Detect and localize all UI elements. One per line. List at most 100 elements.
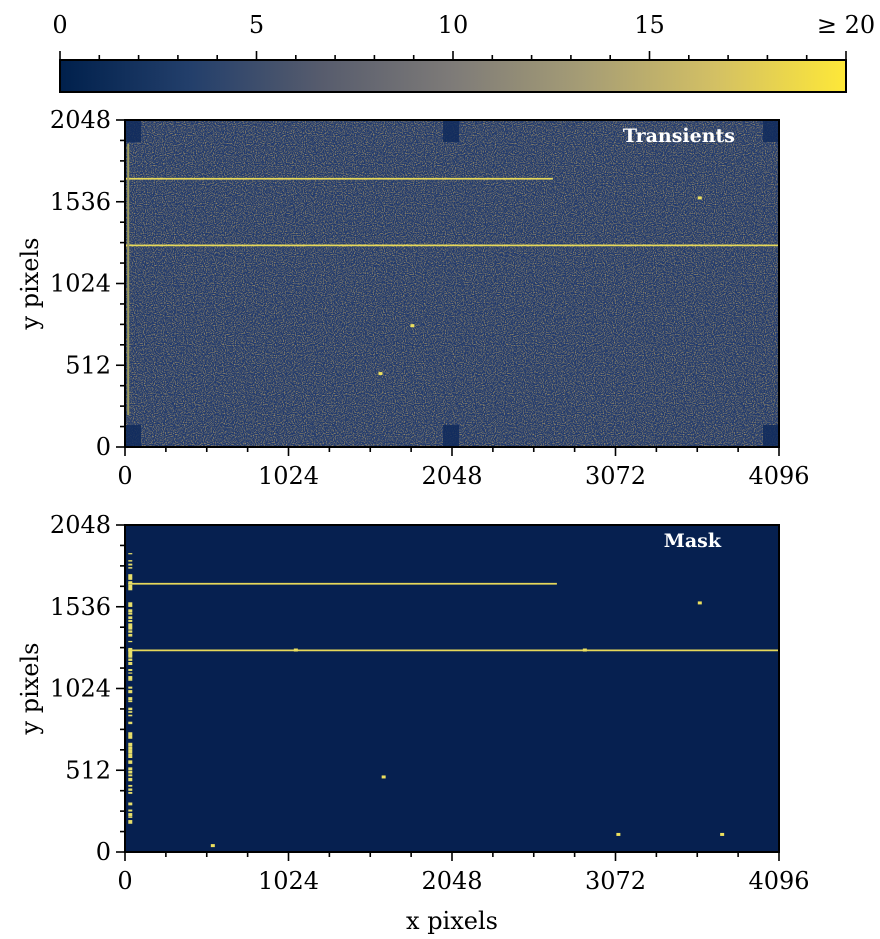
- x-tick-label: 3072: [585, 867, 646, 895]
- column-point: [128, 788, 133, 791]
- axis-ticks: 0 1024 2048 3072 4096 0 512 1024 1536 2048: [50, 511, 810, 895]
- column-point: [128, 802, 133, 806]
- column-point: [128, 746, 133, 750]
- column-point: [128, 690, 133, 694]
- transients-panel: Transients y pixels 0 1024 2048 3072 4096 0 51…: [16, 106, 810, 490]
- column-point: [128, 777, 133, 782]
- column-point: [128, 753, 133, 757]
- column-point: [128, 630, 133, 633]
- x-tick-label: 4096: [748, 867, 809, 895]
- column-point: [128, 686, 133, 689]
- column-point: [128, 647, 133, 652]
- column-point: [128, 809, 133, 812]
- column-point: [128, 721, 133, 725]
- colorbar-ticks: 0 5 10 15 ≥ 20: [52, 11, 875, 60]
- transient-point: [378, 372, 383, 376]
- colorbar-tick-label: 5: [249, 11, 264, 39]
- column-point: [128, 651, 133, 656]
- column-point: [128, 602, 133, 607]
- column-point: [128, 816, 133, 818]
- y-tick-label: 1024: [50, 270, 111, 298]
- x-tick-label: 1024: [258, 867, 319, 895]
- column-point: [128, 813, 133, 817]
- x-tick-label: 4096: [748, 462, 809, 490]
- transient-point: [582, 648, 587, 652]
- mask-xlabel: x pixels: [406, 907, 498, 935]
- dark-block: [763, 120, 779, 142]
- dark-block: [763, 425, 779, 447]
- y-tick-label: 1024: [50, 675, 111, 703]
- column-point: [128, 619, 133, 622]
- colorbar: 0 5 10 15 ≥ 20: [52, 11, 875, 93]
- column-point: [128, 588, 133, 591]
- column-point: [128, 669, 133, 671]
- column-point: [128, 577, 133, 580]
- y-tick-label: 1536: [50, 188, 111, 216]
- transient-point: [410, 324, 415, 328]
- column-point: [128, 732, 133, 736]
- colorbar-tick-label: 15: [634, 11, 665, 39]
- column-point: [128, 791, 133, 794]
- column-point: [128, 616, 133, 619]
- colorbar-tick-label: 0: [52, 11, 67, 39]
- column-point: [128, 658, 133, 661]
- mask-annotation: Mask: [664, 530, 722, 552]
- column-point: [128, 700, 133, 703]
- column-point: [128, 553, 133, 555]
- y-tick-label: 512: [65, 756, 111, 784]
- mask-ylabel: y pixels: [16, 643, 44, 736]
- dark-block: [125, 120, 141, 142]
- y-tick-label: 2048: [50, 511, 111, 539]
- column-point: [128, 672, 133, 674]
- y-tick-label: 0: [96, 433, 111, 461]
- x-tick-label: 2048: [421, 867, 482, 895]
- image-layer: [125, 120, 779, 447]
- column-point: [128, 560, 133, 562]
- column-point: [128, 623, 133, 628]
- transient-point: [697, 601, 702, 605]
- image-layer: [125, 525, 779, 852]
- column-point: [128, 626, 133, 630]
- column-point: [128, 711, 133, 713]
- column-point: [128, 820, 133, 824]
- column-point: [128, 605, 133, 607]
- transient-point: [697, 196, 702, 200]
- colorbar-gradient: [59, 59, 847, 93]
- image-noise: [125, 120, 779, 447]
- column-point: [128, 697, 133, 701]
- transients-ylabel: y pixels: [16, 238, 44, 331]
- column-point: [128, 784, 133, 787]
- column-point: [128, 760, 133, 764]
- y-tick-label: 2048: [50, 106, 111, 134]
- transient-point: [210, 844, 215, 848]
- transient-point: [293, 648, 298, 652]
- column-point: [128, 574, 133, 578]
- transient-point: [381, 775, 386, 779]
- mask-panel: Mask y pixels x pixels 0 1024 2048 3072 4096…: [16, 511, 810, 935]
- x-tick-label: 2048: [421, 462, 482, 490]
- column-point: [128, 567, 133, 569]
- x-tick-label: 0: [117, 867, 132, 895]
- column-point: [128, 661, 133, 666]
- column-point: [128, 654, 133, 658]
- y-tick-label: 1536: [50, 593, 111, 621]
- x-tick-label: 1024: [258, 462, 319, 490]
- column-point: [128, 756, 133, 759]
- dark-block: [443, 120, 459, 142]
- transient-point: [720, 832, 725, 836]
- column-point: [128, 770, 133, 774]
- column-point: [128, 774, 133, 777]
- column-point: [128, 679, 133, 681]
- column-point: [128, 749, 133, 754]
- transients-annotation: Transients: [623, 125, 735, 147]
- column-point: [128, 584, 133, 589]
- axis-ticks: 0 1024 2048 3072 4096 0 512 1024 1536 2048: [50, 106, 810, 490]
- column-point: [128, 742, 133, 747]
- x-tick-label: 3072: [585, 462, 646, 490]
- colorbar-tick-label: 10: [438, 11, 469, 39]
- image-background: [125, 525, 779, 852]
- column-point: [128, 767, 133, 771]
- transient-point: [616, 832, 621, 836]
- column-point: [128, 676, 133, 680]
- y-tick-label: 512: [65, 351, 111, 379]
